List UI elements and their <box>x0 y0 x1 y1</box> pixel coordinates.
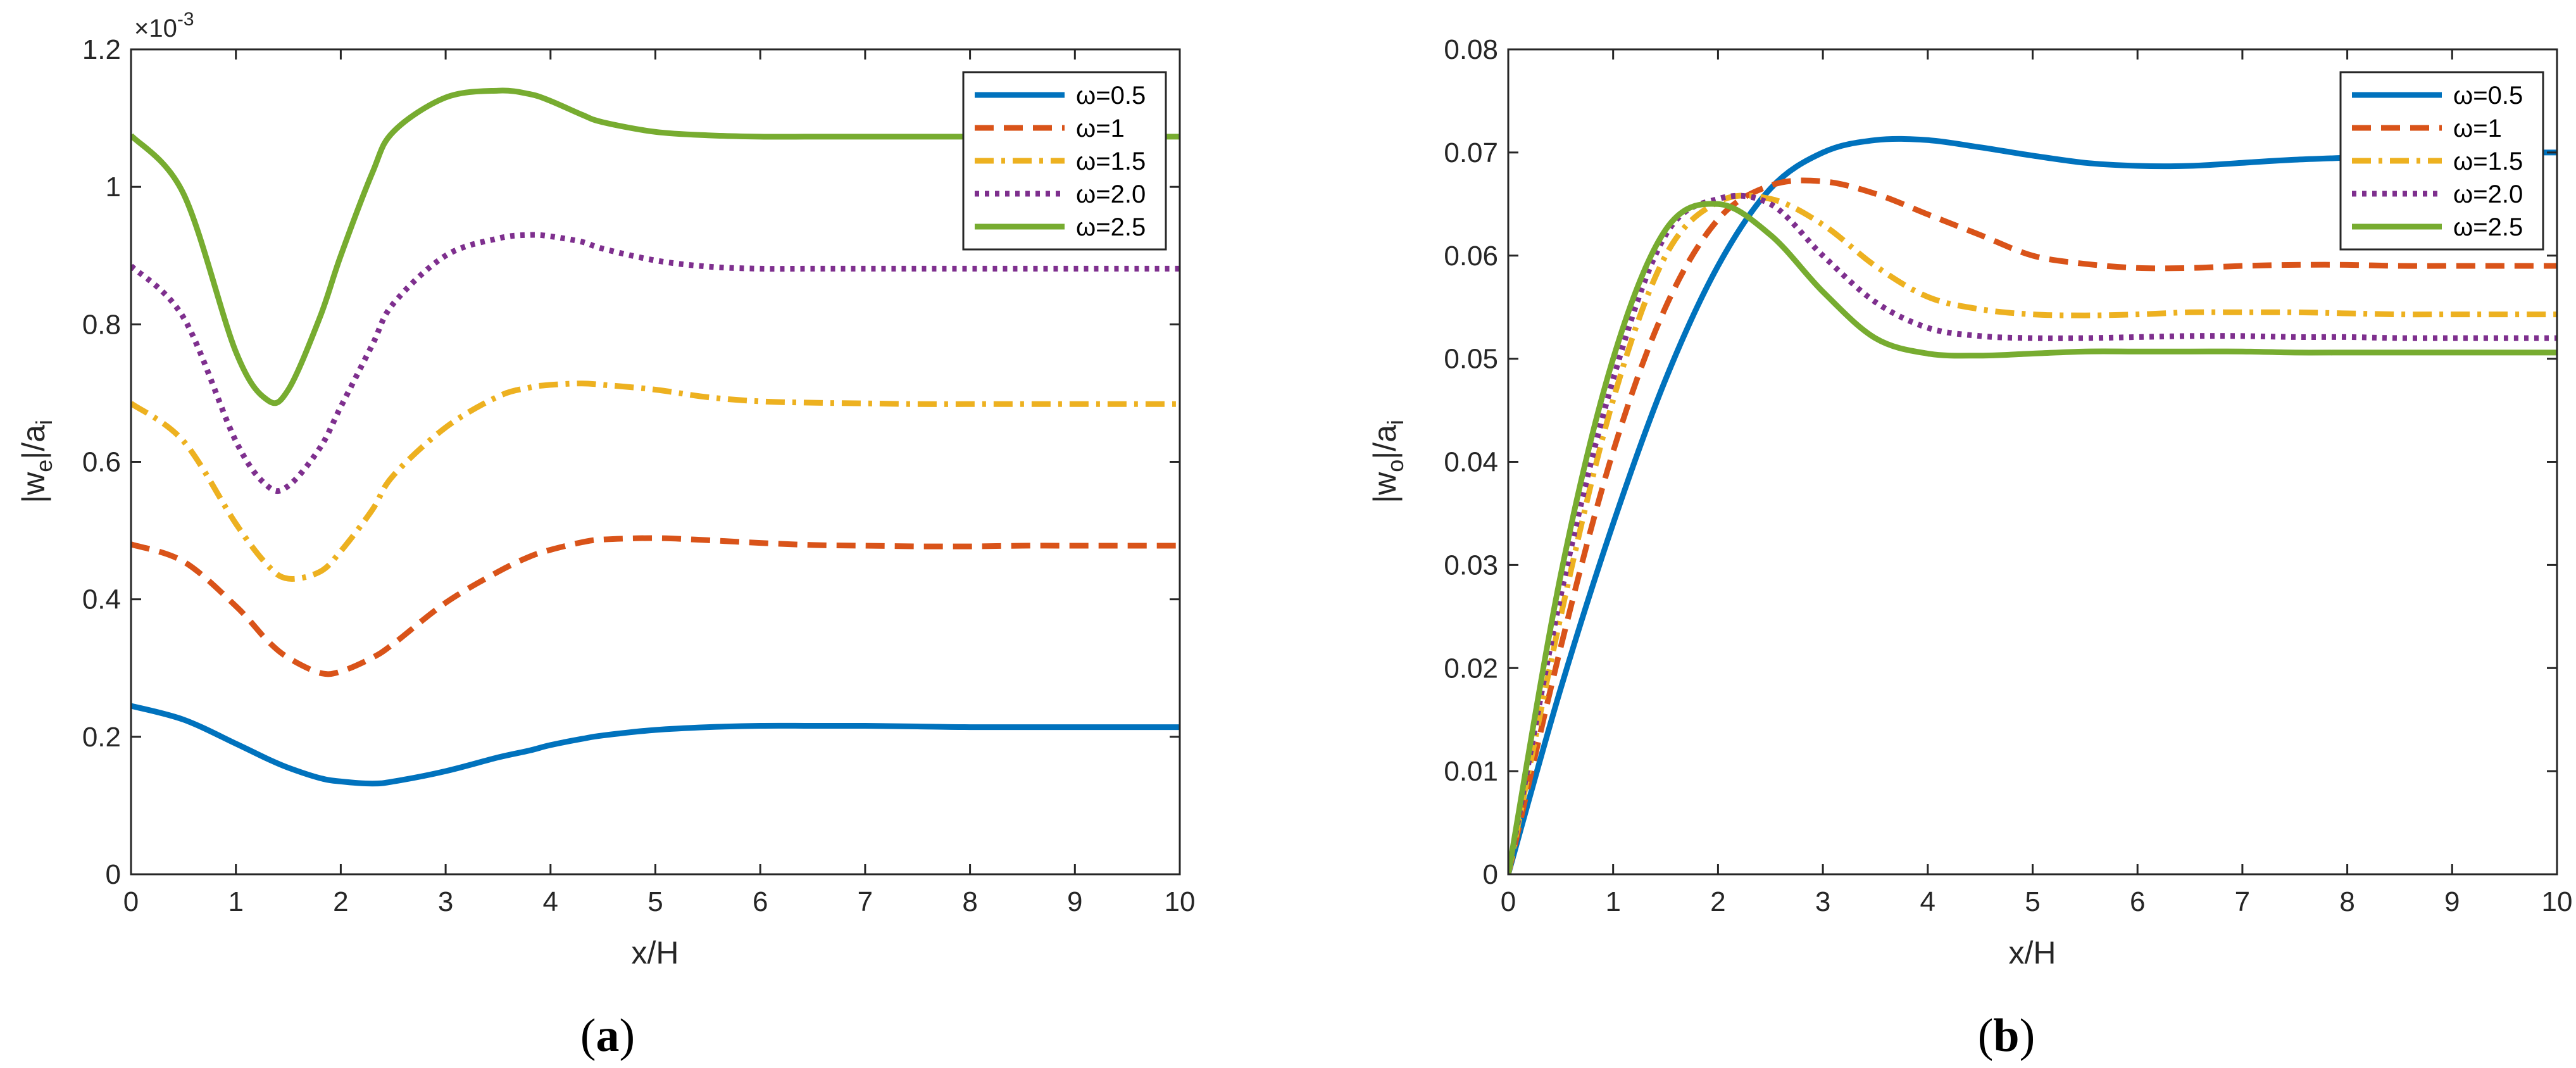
y-tick-label: 0 <box>1483 859 1498 890</box>
legend-label: ω=0.5 <box>2453 82 2523 110</box>
y-ticks-a: 0 0.2 0.4 0.6 0.8 1 1.2 <box>82 34 1180 890</box>
x-tick-label: 7 <box>858 886 873 917</box>
legend-label: ω=2.0 <box>2453 180 2523 208</box>
y-tick-label: 0.02 <box>1444 653 1498 684</box>
legend-label: ω=2.5 <box>2453 213 2523 241</box>
x-tick-label: 9 <box>2444 886 2460 917</box>
y-axis-title-sub2-b: i <box>1382 420 1408 425</box>
x-ticks-b: 0 1 2 3 4 5 6 7 8 9 10 <box>1501 49 2573 917</box>
legend-a: ω=0.5 ω=1 ω=1.5 ω=2.0 ω=2.5 <box>962 71 1167 251</box>
y-axis-title-sub-b: o <box>1382 460 1408 472</box>
y-exponent-power-a: -3 <box>177 9 194 30</box>
y-tick-label: 0.06 <box>1444 241 1498 272</box>
series-line-4 <box>1508 192 2557 874</box>
legend-label: ω=0.5 <box>1076 82 1146 110</box>
y-tick-label: 0.4 <box>82 584 121 615</box>
y-tick-label: 0.2 <box>82 722 121 753</box>
x-tick-label: 7 <box>2235 886 2250 917</box>
x-tick-label: 0 <box>123 886 139 917</box>
y-tick-label: 0.04 <box>1444 447 1498 478</box>
y-tick-label: 0.6 <box>82 447 121 478</box>
series-line-5 <box>131 87 1180 406</box>
y-exponent-a: ×10-3 <box>134 9 194 42</box>
x-tick-label: 2 <box>1710 886 1725 917</box>
series-line-3 <box>1508 192 2557 874</box>
x-tick-label: 10 <box>1165 886 1196 917</box>
x-ticks-a: 0 1 2 3 4 5 6 7 8 9 10 <box>123 49 1196 917</box>
y-tick-label: 0.08 <box>1444 34 1498 65</box>
y-tick-label: 0 <box>106 859 121 890</box>
panel-caption-b: (b) <box>1978 1010 2035 1062</box>
y-axis-title-sub-a: e <box>31 460 57 472</box>
y-axis-title-sub2-a: i <box>31 420 57 425</box>
x-tick-label: 10 <box>2542 886 2573 917</box>
y-tick-label: 1.2 <box>82 34 121 65</box>
x-tick-label: 1 <box>1605 886 1620 917</box>
y-tick-label: 1 <box>106 172 121 203</box>
legend-label: ω=1 <box>1076 115 1125 142</box>
x-tick-label: 5 <box>2025 886 2040 917</box>
series-line-2 <box>1508 177 2557 874</box>
x-tick-label: 0 <box>1501 886 1516 917</box>
x-tick-label: 3 <box>1815 886 1830 917</box>
legend-label: ω=1 <box>2453 115 2502 142</box>
x-tick-label: 2 <box>333 886 348 917</box>
x-tick-label: 9 <box>1067 886 1082 917</box>
legend-b: ω=0.5 ω=1 ω=1.5 ω=2.0 ω=2.5 <box>2339 71 2544 251</box>
x-tick-label: 3 <box>438 886 453 917</box>
legend-label: ω=1.5 <box>2453 148 2523 175</box>
y-tick-label: 0.07 <box>1444 137 1498 168</box>
legend-label: ω=2.5 <box>1076 213 1146 241</box>
x-tick-label: 4 <box>543 886 558 917</box>
series-line-5 <box>1508 201 2557 874</box>
x-tick-label: 6 <box>753 886 768 917</box>
x-axis-title-b: x/H <box>2009 935 2056 971</box>
y-tick-label: 0.01 <box>1444 756 1498 787</box>
x-tick-label: 1 <box>228 886 243 917</box>
legend-label: ω=1.5 <box>1076 148 1146 175</box>
y-tick-label: 0.05 <box>1444 344 1498 375</box>
y-axis-title-a: |we|/ai <box>16 420 57 503</box>
y-axis-title-mid-a: |/a <box>16 425 51 460</box>
y-tick-label: 0.8 <box>82 309 121 340</box>
x-tick-label: 6 <box>2130 886 2145 917</box>
series-line-4 <box>131 232 1180 494</box>
y-tick-label: 0.03 <box>1444 550 1498 581</box>
y-axis-title-b: |wo|/ai <box>1367 420 1408 503</box>
legend-label: ω=2.0 <box>1076 180 1146 208</box>
series-line-2 <box>131 535 1180 677</box>
series-lines-a <box>131 87 1180 787</box>
panel-b: 0 1 2 3 4 5 6 7 8 9 10 0 0.01 0.02 0.03 0.04 0.05 0.06 0.… <box>1367 34 2572 1062</box>
x-tick-label: 8 <box>2339 886 2354 917</box>
x-axis-title-a: x/H <box>632 935 679 971</box>
y-axis-title-mid-b: |/a <box>1367 425 1403 460</box>
panel-a: 0 1 2 3 4 5 6 7 8 9 10 0 0.2 0.4 0.6 0.8 1 1.2 ×10-3 x/H… <box>16 9 1195 1062</box>
x-tick-label: 8 <box>962 886 977 917</box>
panel-caption-a: (a) <box>580 1010 635 1062</box>
series-line-3 <box>131 380 1180 582</box>
series-line-1 <box>131 703 1180 787</box>
x-tick-label: 5 <box>647 886 663 917</box>
x-tick-label: 4 <box>1920 886 1935 917</box>
y-ticks-b: 0 0.01 0.02 0.03 0.04 0.05 0.06 0.07 0.08 <box>1444 34 2557 890</box>
